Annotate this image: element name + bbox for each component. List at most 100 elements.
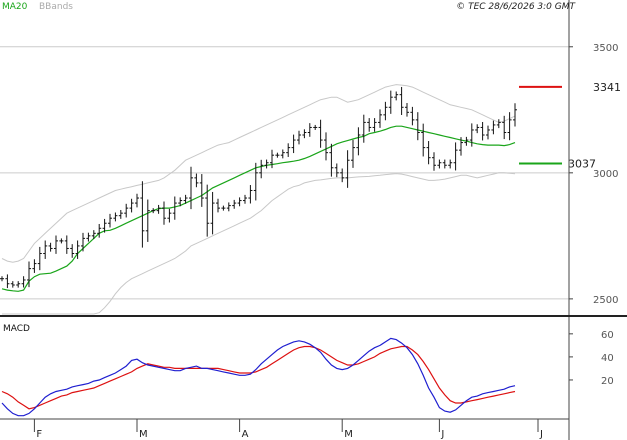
price-grid xyxy=(0,46,569,300)
price-bar xyxy=(59,238,64,244)
price-bar xyxy=(108,213,112,228)
price-bar xyxy=(75,240,80,259)
bollinger-bands xyxy=(1,84,516,315)
price-bar xyxy=(361,114,366,143)
price-bar xyxy=(372,118,377,132)
macd-ytick-label: 20 xyxy=(601,376,614,387)
price-bar xyxy=(151,208,156,214)
price-bar xyxy=(394,91,399,101)
price-bar xyxy=(448,159,453,169)
price-bar xyxy=(232,199,237,209)
bb-upper-line xyxy=(1,84,516,263)
price-bar xyxy=(513,103,517,127)
price-bar xyxy=(216,198,220,213)
price-bar xyxy=(221,205,226,211)
price-bar xyxy=(48,242,53,252)
price-bar xyxy=(426,141,431,165)
price-bar xyxy=(459,137,463,156)
price-bar xyxy=(491,120,496,135)
price-bar xyxy=(113,212,118,222)
price-bar xyxy=(129,198,134,213)
macd-ytick-label: 60 xyxy=(601,330,614,341)
price-bar xyxy=(388,90,393,114)
price-bar xyxy=(415,112,420,141)
price-bar xyxy=(496,119,501,129)
price-bar xyxy=(5,274,10,289)
price-bar xyxy=(124,203,129,218)
x-tick-label: F xyxy=(36,429,42,440)
price-bar xyxy=(140,181,145,248)
price-bar xyxy=(286,143,291,157)
price-bar xyxy=(340,168,345,183)
price-bar xyxy=(43,240,48,259)
price-bar xyxy=(205,184,210,237)
price-bar xyxy=(253,162,258,201)
price-bar xyxy=(356,127,361,156)
price-ytick-label: 3000 xyxy=(593,169,618,180)
support-level-label: 3037 xyxy=(568,157,596,170)
price-bar xyxy=(37,246,42,271)
price-bar xyxy=(351,139,355,168)
price-bar xyxy=(302,129,307,139)
price-bar xyxy=(475,124,480,134)
price-bar xyxy=(86,232,91,242)
price-bar xyxy=(248,185,253,204)
price-levels: 3341 3037 xyxy=(519,81,621,170)
price-bar xyxy=(10,281,15,288)
price-bar xyxy=(280,149,285,159)
price-bar xyxy=(469,123,474,147)
price-bar xyxy=(453,142,458,171)
legend-bbands: BBands xyxy=(39,2,73,12)
ma20-path xyxy=(1,125,516,292)
price-bar xyxy=(480,122,485,141)
price-bar xyxy=(70,244,75,258)
price-ytick-label: 3500 xyxy=(593,43,618,54)
price-bar xyxy=(318,119,323,148)
price-bar xyxy=(156,204,161,214)
price-bar xyxy=(378,109,382,128)
price-bar xyxy=(135,193,139,208)
x-tick-label: M xyxy=(344,429,353,440)
price-bar xyxy=(91,230,96,240)
macd-signal-line xyxy=(1,345,516,410)
price-bar xyxy=(383,101,388,121)
price-bar xyxy=(264,159,269,169)
x-tick-label: M xyxy=(139,429,148,440)
price-bar xyxy=(464,136,469,146)
price-bar xyxy=(162,201,166,225)
price-bar xyxy=(32,259,37,273)
price-bar xyxy=(502,115,507,140)
price-bar xyxy=(270,149,274,169)
price-bar xyxy=(507,112,512,141)
price-bar xyxy=(97,223,102,238)
price-bar xyxy=(21,276,26,288)
price-bar xyxy=(334,163,339,178)
price-bar xyxy=(291,134,296,154)
price-bar xyxy=(54,235,58,254)
price-bar xyxy=(172,196,177,220)
price-bar xyxy=(237,197,242,207)
price-bars xyxy=(0,86,517,289)
price-bar xyxy=(189,166,193,210)
price-bar xyxy=(118,209,123,219)
macd-ytick-label: 40 xyxy=(601,353,614,364)
price-bar xyxy=(324,132,328,161)
price-bar xyxy=(432,152,436,171)
price-bar xyxy=(259,159,264,179)
price-bar xyxy=(16,281,21,288)
price-bar xyxy=(199,174,204,207)
price-bar xyxy=(167,208,172,223)
price-bar xyxy=(275,152,280,158)
ma20-line xyxy=(1,125,516,292)
macd-lines xyxy=(1,337,516,417)
price-bar xyxy=(226,202,231,212)
price-bar xyxy=(313,124,318,130)
price-bar xyxy=(410,106,415,126)
copyright-text: © TEC 28/6/2026 3:0 GMT xyxy=(456,2,576,12)
price-ytick-label: 2500 xyxy=(593,295,618,306)
price-bar xyxy=(345,150,350,188)
price-bar xyxy=(486,125,490,140)
